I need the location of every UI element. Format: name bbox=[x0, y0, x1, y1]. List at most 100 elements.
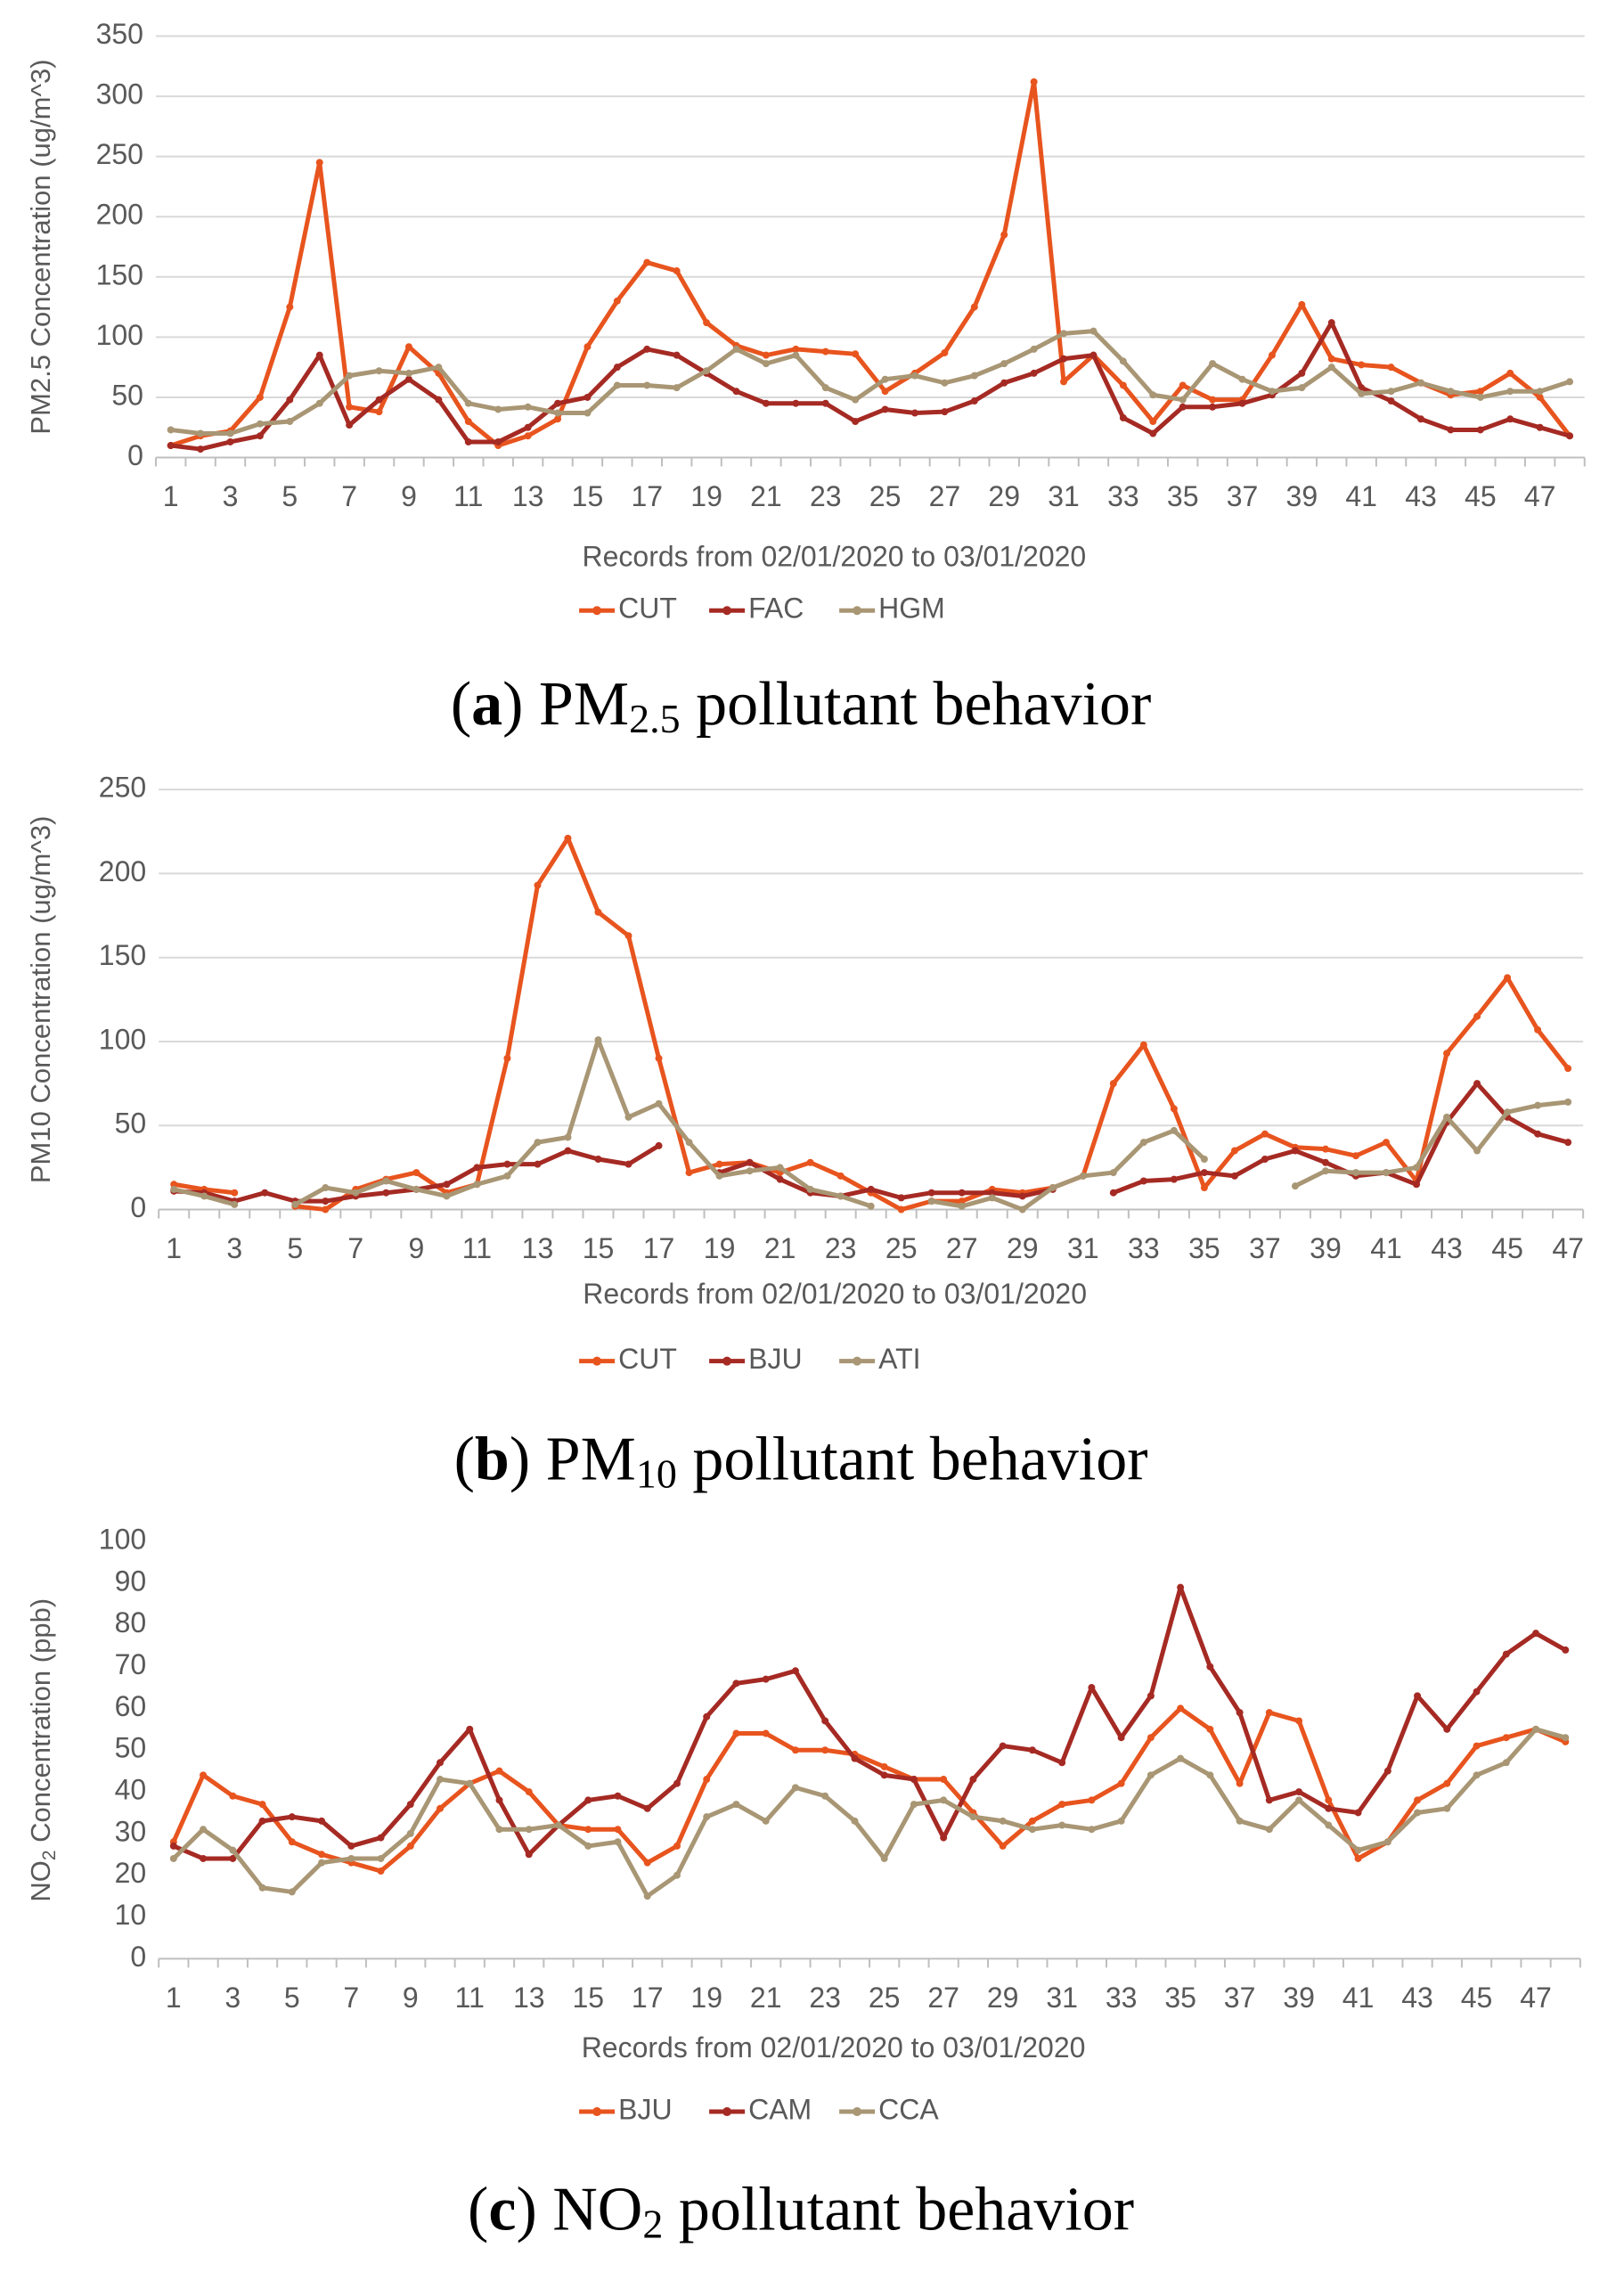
data-point bbox=[377, 1834, 385, 1842]
data-point bbox=[851, 1817, 859, 1825]
x-tick-label: 5 bbox=[282, 480, 298, 512]
data-point bbox=[1564, 1139, 1572, 1147]
x-tick-label: 19 bbox=[690, 480, 722, 512]
y-tick-label: 60 bbox=[115, 1690, 147, 1722]
data-point bbox=[732, 388, 740, 396]
data-point bbox=[1088, 1796, 1096, 1804]
data-point bbox=[703, 1813, 711, 1821]
legend-marker bbox=[592, 1356, 602, 1366]
data-point bbox=[1387, 364, 1395, 372]
data-point bbox=[1170, 1126, 1178, 1134]
data-point bbox=[703, 1712, 711, 1720]
y-tick-label: 50 bbox=[111, 379, 143, 411]
data-point bbox=[1147, 1771, 1155, 1779]
data-point bbox=[624, 1113, 632, 1121]
data-point bbox=[1028, 1746, 1036, 1754]
data-point bbox=[494, 437, 502, 445]
data-point bbox=[525, 1826, 533, 1834]
data-point bbox=[1295, 1788, 1303, 1796]
data-point bbox=[970, 303, 978, 311]
y-axis-label: NO2 Concentration (ppb) bbox=[25, 1598, 59, 1902]
series-line bbox=[170, 329, 1571, 437]
data-point bbox=[1088, 1826, 1096, 1834]
data-point bbox=[437, 1804, 445, 1812]
data-point bbox=[594, 1155, 602, 1163]
data-point bbox=[1383, 1169, 1391, 1177]
data-point bbox=[1177, 1583, 1185, 1591]
data-point bbox=[1473, 1012, 1481, 1020]
y-label-part: PM2.5 Concentration (ug/m^3) bbox=[25, 59, 56, 434]
data-point bbox=[1268, 351, 1276, 359]
data-point bbox=[1473, 1771, 1481, 1779]
data-point bbox=[927, 1197, 935, 1205]
data-point bbox=[534, 1160, 542, 1168]
y-tick-label: 100 bbox=[96, 319, 143, 351]
data-point bbox=[715, 1160, 723, 1168]
y-tick-label: 50 bbox=[115, 1107, 147, 1140]
legend-label: CUT bbox=[618, 593, 677, 625]
x-tick-label: 17 bbox=[631, 480, 663, 512]
x-tick-label: 39 bbox=[1283, 1982, 1315, 2014]
data-point bbox=[655, 1054, 663, 1062]
y-tick-label: 250 bbox=[96, 138, 143, 170]
x-tick-label: 5 bbox=[284, 1982, 300, 2014]
data-point bbox=[466, 1779, 474, 1787]
data-point bbox=[614, 1826, 622, 1834]
series-line bbox=[294, 1037, 872, 1209]
data-point bbox=[1179, 403, 1187, 411]
data-point bbox=[776, 1164, 784, 1172]
data-point bbox=[583, 343, 592, 351]
data-point bbox=[1532, 1630, 1540, 1638]
x-tick-label: 29 bbox=[1007, 1232, 1039, 1264]
series-line bbox=[169, 79, 1572, 448]
data-point bbox=[655, 1141, 663, 1149]
data-point bbox=[958, 1189, 966, 1197]
data-point bbox=[746, 1167, 754, 1175]
data-point bbox=[464, 399, 472, 407]
data-point bbox=[375, 367, 383, 375]
data-point bbox=[1443, 1050, 1451, 1058]
x-tick-label: 23 bbox=[810, 480, 842, 512]
data-point bbox=[970, 397, 978, 405]
legend-label: BJU bbox=[618, 2094, 672, 2126]
data-point bbox=[1504, 1108, 1512, 1116]
data-point bbox=[200, 1826, 208, 1834]
data-point bbox=[1536, 423, 1544, 431]
data-point bbox=[1206, 1663, 1214, 1671]
data-point bbox=[1413, 1181, 1421, 1189]
data-point bbox=[1000, 360, 1008, 368]
data-point bbox=[1321, 1167, 1329, 1175]
data-point bbox=[791, 1784, 799, 1792]
x-tick-label: 27 bbox=[927, 1982, 959, 2014]
data-point bbox=[1473, 1742, 1481, 1750]
data-point bbox=[881, 375, 889, 383]
data-point bbox=[988, 1194, 996, 1202]
data-point bbox=[988, 1189, 996, 1197]
data-point bbox=[315, 351, 323, 359]
data-point bbox=[197, 445, 205, 454]
data-point bbox=[525, 1788, 533, 1796]
x-axis-label: Records from 02/01/2020 to 03/01/2020 bbox=[583, 1278, 1087, 1310]
data-point bbox=[1177, 1704, 1185, 1712]
data-point bbox=[1562, 1646, 1570, 1654]
data-point bbox=[375, 396, 383, 404]
x-tick-label: 35 bbox=[1188, 1232, 1220, 1264]
x-tick-label: 17 bbox=[632, 1982, 664, 2014]
data-point bbox=[584, 1796, 592, 1804]
series-line bbox=[1293, 1099, 1569, 1189]
x-tick-label: 45 bbox=[1491, 1232, 1523, 1264]
data-point bbox=[584, 1826, 592, 1834]
data-point bbox=[969, 1776, 977, 1784]
x-tick-label: 11 bbox=[455, 1982, 485, 2014]
data-point bbox=[435, 364, 443, 372]
x-tick-label: 3 bbox=[226, 1232, 242, 1264]
x-tick-label: 5 bbox=[287, 1232, 303, 1264]
x-tick-label: 41 bbox=[1345, 480, 1377, 512]
legend-marker bbox=[592, 606, 602, 616]
data-point bbox=[1147, 1734, 1155, 1742]
data-point bbox=[503, 1054, 511, 1062]
legend-label: HGM bbox=[878, 593, 945, 625]
y-tick-label: 80 bbox=[115, 1606, 147, 1639]
data-point bbox=[806, 1185, 814, 1193]
data-point bbox=[1200, 1155, 1208, 1163]
